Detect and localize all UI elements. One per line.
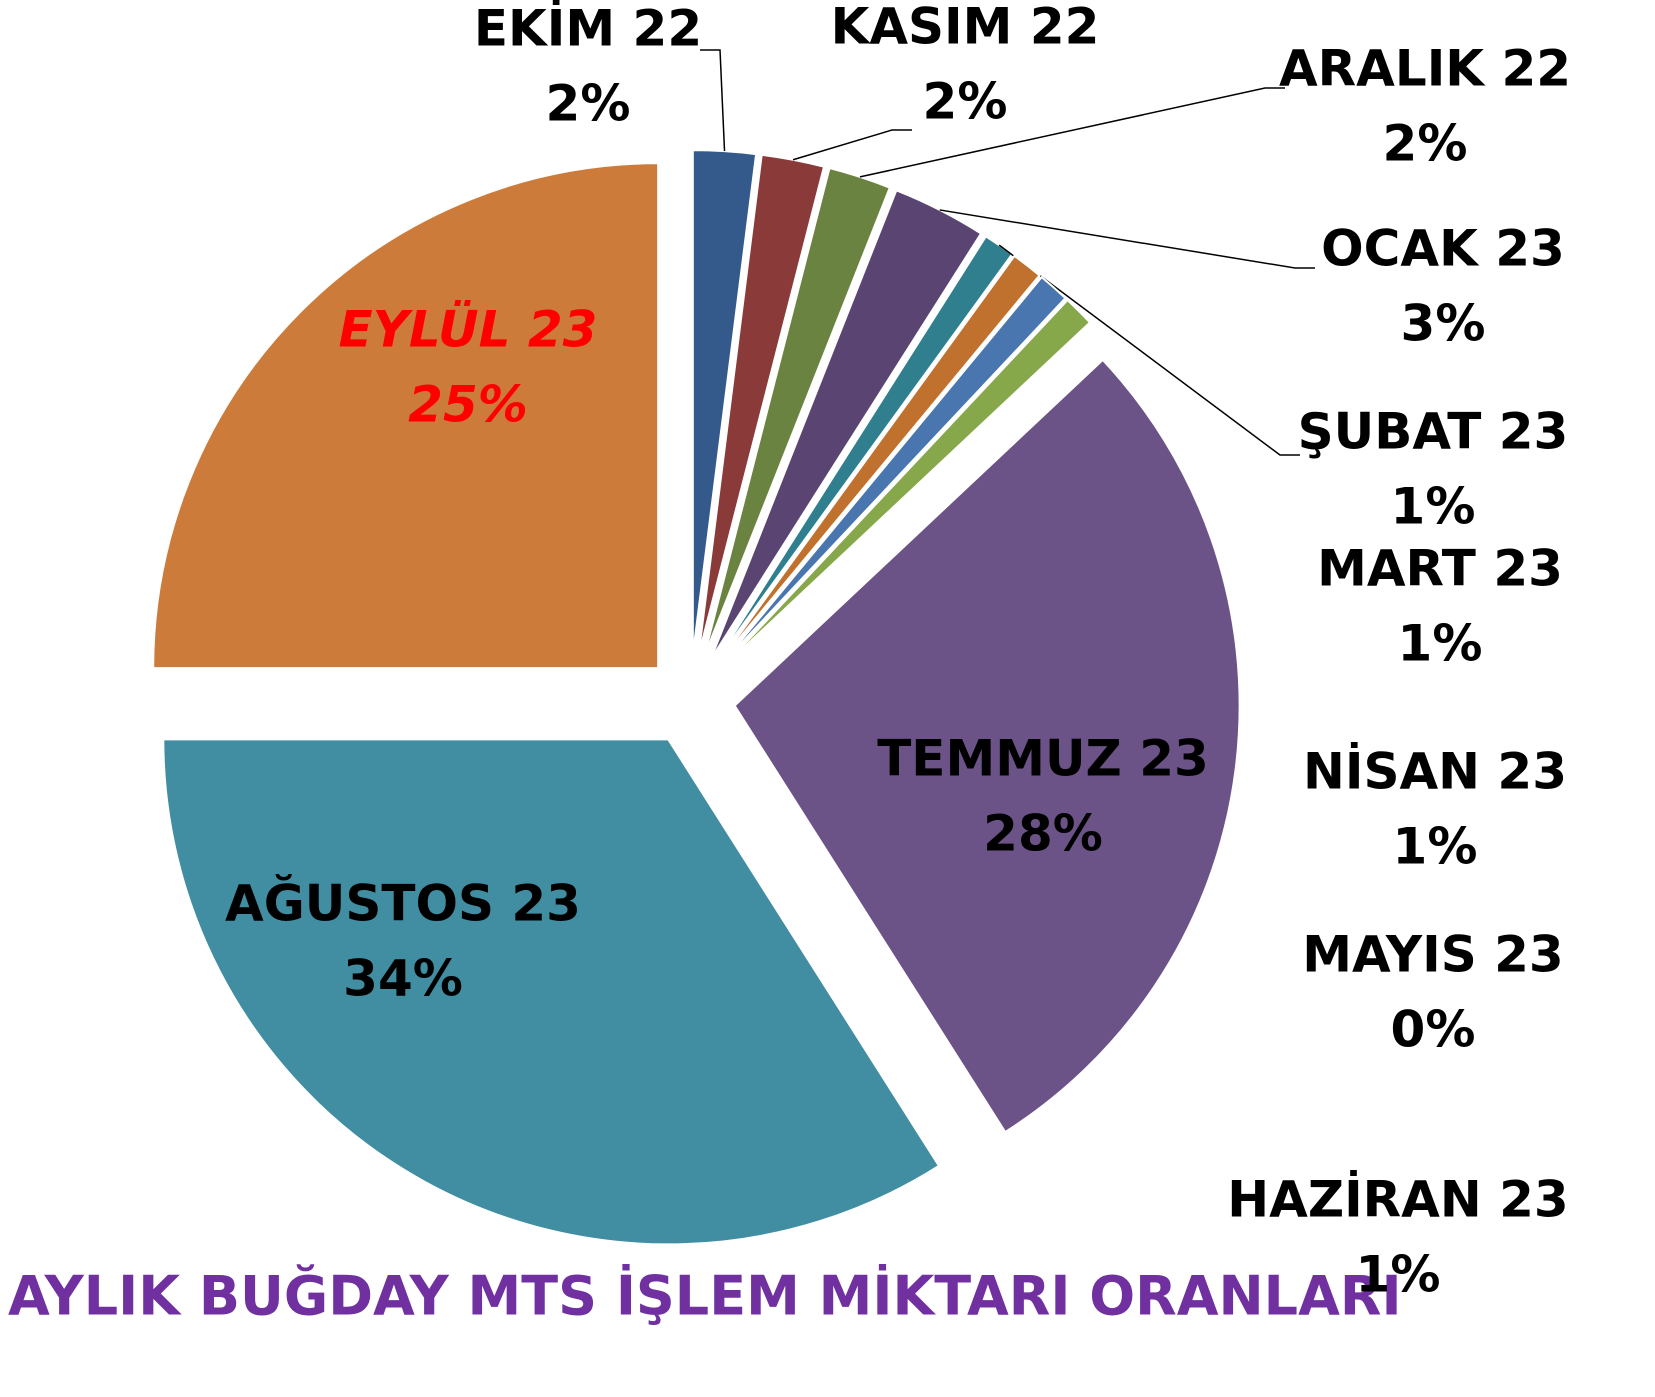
- slice-value-label: 1%: [1398, 615, 1483, 673]
- slice-label: NİSAN 23: [1303, 743, 1567, 801]
- slice-label: MAYIS 23: [1302, 926, 1563, 984]
- leader-line: [998, 244, 1300, 456]
- slice-label: ARALIK 22: [1279, 40, 1571, 98]
- slice-label: AĞUSTOS 23: [225, 874, 581, 933]
- pie-slice: [709, 189, 983, 661]
- pie-slice: [718, 275, 1067, 667]
- chart-title: AYLIK BUĞDAY MTS İŞLEM MİKTARI ORANLARI: [8, 1265, 1402, 1328]
- slice-value-label: 1%: [1391, 478, 1476, 536]
- slice-label: EKİM 22: [474, 0, 702, 58]
- slice-value-label: 2%: [1383, 115, 1468, 173]
- leader-line: [700, 49, 726, 152]
- slice-label: OCAK 23: [1321, 220, 1565, 278]
- leader-line: [792, 129, 912, 161]
- pie-slice: [152, 162, 660, 670]
- slice-value-label: 2%: [546, 75, 631, 133]
- slice-label: MART 23: [1317, 540, 1563, 598]
- slice-value-label: 28%: [983, 805, 1103, 863]
- slice-label: KASIM 22: [831, 0, 1100, 56]
- slice-value-label: 25%: [408, 376, 528, 434]
- slice-label: EYLÜL 23: [339, 300, 598, 359]
- pie-slice: [733, 358, 1241, 1134]
- pie-slice: [697, 153, 826, 657]
- pie-slice: [716, 254, 1041, 666]
- pie-slice: [691, 149, 758, 656]
- pie-slice: [721, 298, 1092, 669]
- slice-label: HAZİRAN 23: [1227, 1171, 1568, 1229]
- leader-line: [939, 209, 1315, 269]
- slice-value-label: 0%: [1391, 1001, 1476, 1059]
- slice-value-label: 1%: [1393, 818, 1478, 876]
- pie-slice: [162, 738, 941, 1246]
- pie-slice: [720, 298, 1068, 668]
- slice-value-label: 2%: [923, 73, 1008, 131]
- slice-label: TEMMUZ 23: [877, 730, 1209, 788]
- leader-line: [859, 87, 1285, 178]
- slice-value-label: 3%: [1401, 295, 1486, 353]
- slice-label: ŞUBAT 23: [1298, 403, 1569, 461]
- slice-value-label: 1%: [1356, 1246, 1441, 1304]
- slice-value-label: 34%: [343, 950, 463, 1008]
